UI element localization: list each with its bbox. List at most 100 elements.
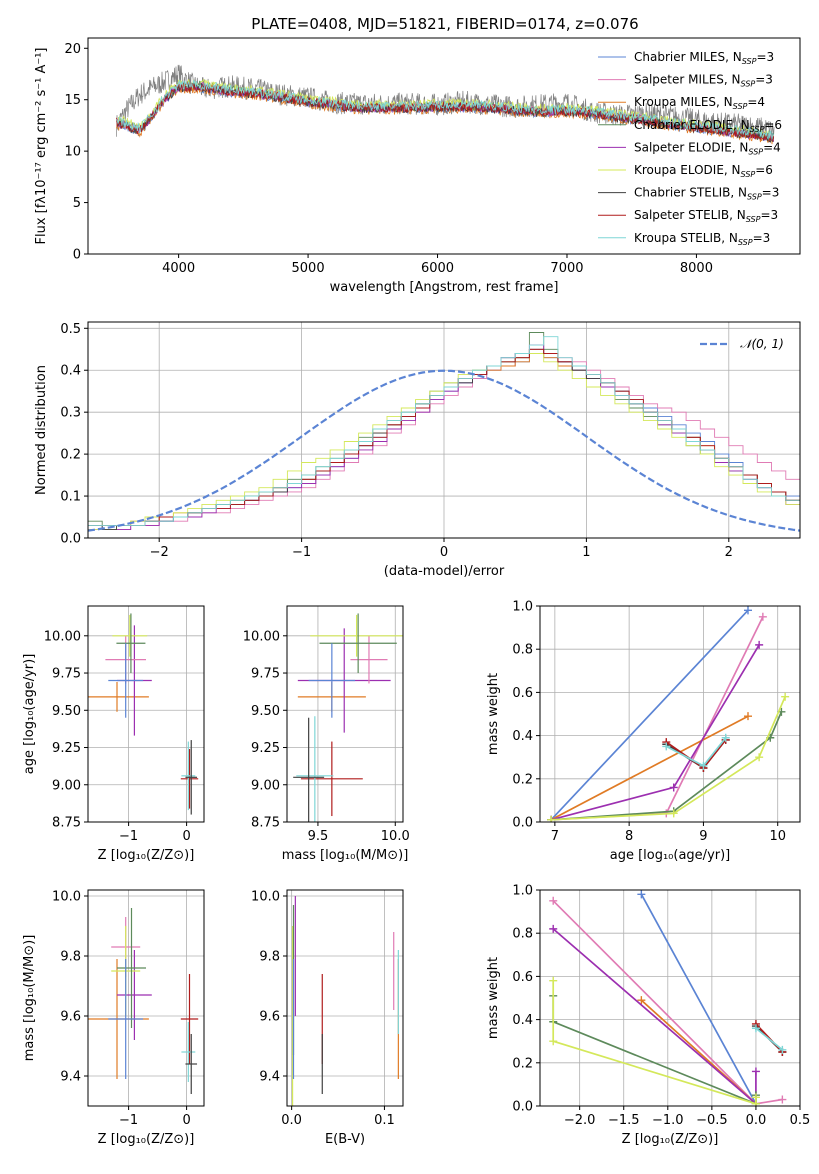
axes-frame bbox=[539, 605, 801, 823]
y-tick-label: 0 bbox=[73, 248, 81, 263]
histogram-step bbox=[88, 336, 800, 526]
mass-weight-line bbox=[755, 1027, 783, 1051]
legend-entry-text: Chabrier MILES, N bbox=[634, 50, 742, 64]
axes-frame bbox=[87, 605, 205, 823]
plus-marker bbox=[699, 761, 708, 770]
plot-area bbox=[88, 613, 199, 815]
x-tick-label: 0.0 bbox=[746, 1113, 767, 1128]
legend-entry-value: =6 bbox=[755, 163, 773, 177]
mass-weight-line bbox=[640, 893, 757, 1105]
x-tick-label: 10 bbox=[769, 829, 786, 844]
y-axis-label: Flux [fλ10⁻¹⁷ erg cm⁻² s⁻¹ A⁻¹] bbox=[34, 48, 49, 245]
x-tick-label: 0.0 bbox=[281, 1113, 302, 1128]
y-tick-label: 9.25 bbox=[251, 741, 280, 756]
panel-residuals: −2 −1 0 1 2 0.0 0.1 0.2 0.3 0.4 0.5 (data-model)/er… bbox=[34, 321, 801, 579]
legend-entry-text: Salpeter STELIB, N bbox=[634, 208, 746, 222]
x-tick-label: 1 bbox=[582, 545, 590, 560]
y-tick-label: 9.00 bbox=[251, 778, 280, 793]
x-axis-label: wavelength [Angstrom, rest frame] bbox=[330, 280, 559, 295]
x-axis-label: mass [log₁₀(M/M⊙)] bbox=[282, 848, 409, 863]
legend-entry-text: Kroupa ELODIE, N bbox=[634, 163, 741, 177]
x-tick-label: 10.0 bbox=[381, 829, 410, 844]
y-tick-label: 0.4 bbox=[512, 729, 533, 744]
plus-marker bbox=[549, 976, 558, 985]
y-tick-label: 9.00 bbox=[52, 778, 81, 793]
y-tick-label: 10 bbox=[64, 145, 81, 160]
y-tick-label: 0.0 bbox=[512, 816, 533, 831]
y-axis-label: Normed distribution bbox=[34, 365, 49, 495]
x-tick-label: −2 bbox=[150, 545, 169, 560]
panel-age-vs-Z: −1 0 8.75 9.00 9.25 9.50 9.75 10.00 Z [log₁₀(Z/Z… bbox=[22, 605, 205, 863]
y-tick-label: 9.6 bbox=[259, 1010, 280, 1025]
plus-marker bbox=[744, 606, 752, 615]
y-tick-label: 0.6 bbox=[512, 970, 533, 985]
y-axis-label: mass weight bbox=[486, 957, 501, 1039]
plus-marker bbox=[662, 742, 671, 751]
legend-entry: Kroupa MILES, NSSP=4 bbox=[634, 95, 765, 111]
y-tick-label: 0.6 bbox=[512, 686, 533, 701]
panel-mass-vs-ebv: 0.0 0.1 9.4 9.6 9.8 10.0 E(B-V) bbox=[251, 889, 404, 1147]
y-tick-label: 0.8 bbox=[512, 927, 533, 942]
plot-area bbox=[293, 613, 403, 822]
legend-entry-value: =6 bbox=[764, 118, 782, 132]
x-tick-label: −1 bbox=[292, 545, 311, 560]
y-tick-label: 8.75 bbox=[52, 816, 81, 831]
y-tick-label: 9.6 bbox=[60, 1010, 81, 1025]
y-tick-label: 0.1 bbox=[60, 490, 81, 505]
plus-marker bbox=[778, 1045, 787, 1054]
y-tick-label: 0.5 bbox=[60, 322, 81, 337]
y-tick-label: 9.75 bbox=[251, 667, 280, 682]
y-tick-label: 15 bbox=[64, 93, 81, 108]
y-axis-label: age [log₁₀(age/yr)] bbox=[22, 654, 37, 775]
x-tick-label: 0.1 bbox=[374, 1113, 395, 1128]
x-tick-label: 4000 bbox=[162, 261, 195, 276]
gaussian-curve bbox=[88, 369, 800, 532]
legend-entry-subscript: SSP bbox=[746, 215, 761, 224]
plus-marker bbox=[549, 924, 558, 933]
legend-entry-subscript: SSP bbox=[748, 147, 763, 156]
mass-weight-line bbox=[550, 609, 749, 821]
x-tick-label: 7000 bbox=[550, 261, 583, 276]
y-tick-label: 10.0 bbox=[52, 890, 81, 905]
legend-entry-subscript: SSP bbox=[738, 238, 753, 247]
axes-frame bbox=[286, 605, 404, 823]
x-tick-label: 8 bbox=[625, 829, 633, 844]
legend-entry-value: =3 bbox=[762, 186, 780, 200]
plus-marker bbox=[758, 612, 767, 621]
y-tick-label: 1.0 bbox=[512, 600, 533, 615]
x-tick-label: 2 bbox=[725, 545, 733, 560]
legend-entry: Salpeter ELODIE, NSSP=4 bbox=[634, 140, 781, 156]
mass-weight-line bbox=[551, 696, 786, 821]
axes-frame bbox=[87, 889, 205, 1107]
plus-marker bbox=[637, 890, 646, 899]
legend-entry-subscript: SSP bbox=[750, 125, 765, 134]
plus-marker bbox=[751, 1024, 760, 1033]
legend-entry-text: Chabrier ELODIE, N bbox=[634, 118, 750, 132]
y-tick-label: 9.4 bbox=[60, 1070, 81, 1085]
legend-entry-value: =3 bbox=[755, 73, 773, 87]
legend-entry: Salpeter MILES, NSSP=3 bbox=[634, 73, 773, 89]
plus-marker bbox=[547, 815, 556, 822]
y-tick-label: 10.00 bbox=[44, 629, 81, 644]
x-tick-label: −1.0 bbox=[652, 1113, 684, 1128]
y-tick-label: 8.75 bbox=[251, 816, 280, 831]
x-tick-label: 0 bbox=[182, 1113, 190, 1128]
mass-weight-line bbox=[551, 616, 764, 821]
legend-entry: Chabrier STELIB, NSSP=3 bbox=[634, 186, 779, 202]
plus-marker bbox=[755, 753, 764, 762]
legend-entry-value: =3 bbox=[753, 231, 771, 245]
y-tick-label: 0.2 bbox=[60, 448, 81, 463]
legend-entry-text: Kroupa MILES, N bbox=[634, 95, 733, 109]
plus-marker bbox=[781, 692, 790, 701]
legend-entry-text: Chabrier STELIB, N bbox=[634, 186, 747, 200]
mass-weight-line bbox=[552, 928, 757, 1106]
legend-entry-value: =4 bbox=[763, 140, 781, 154]
plot-area bbox=[547, 606, 790, 822]
y-tick-label: 9.8 bbox=[259, 950, 280, 965]
legend-entry: 𝒩(0, 1) bbox=[740, 337, 784, 351]
plus-marker bbox=[669, 809, 678, 818]
plus-marker bbox=[778, 1095, 787, 1104]
x-axis-label: Z [log₁₀(Z/Z⊙)] bbox=[98, 848, 195, 863]
